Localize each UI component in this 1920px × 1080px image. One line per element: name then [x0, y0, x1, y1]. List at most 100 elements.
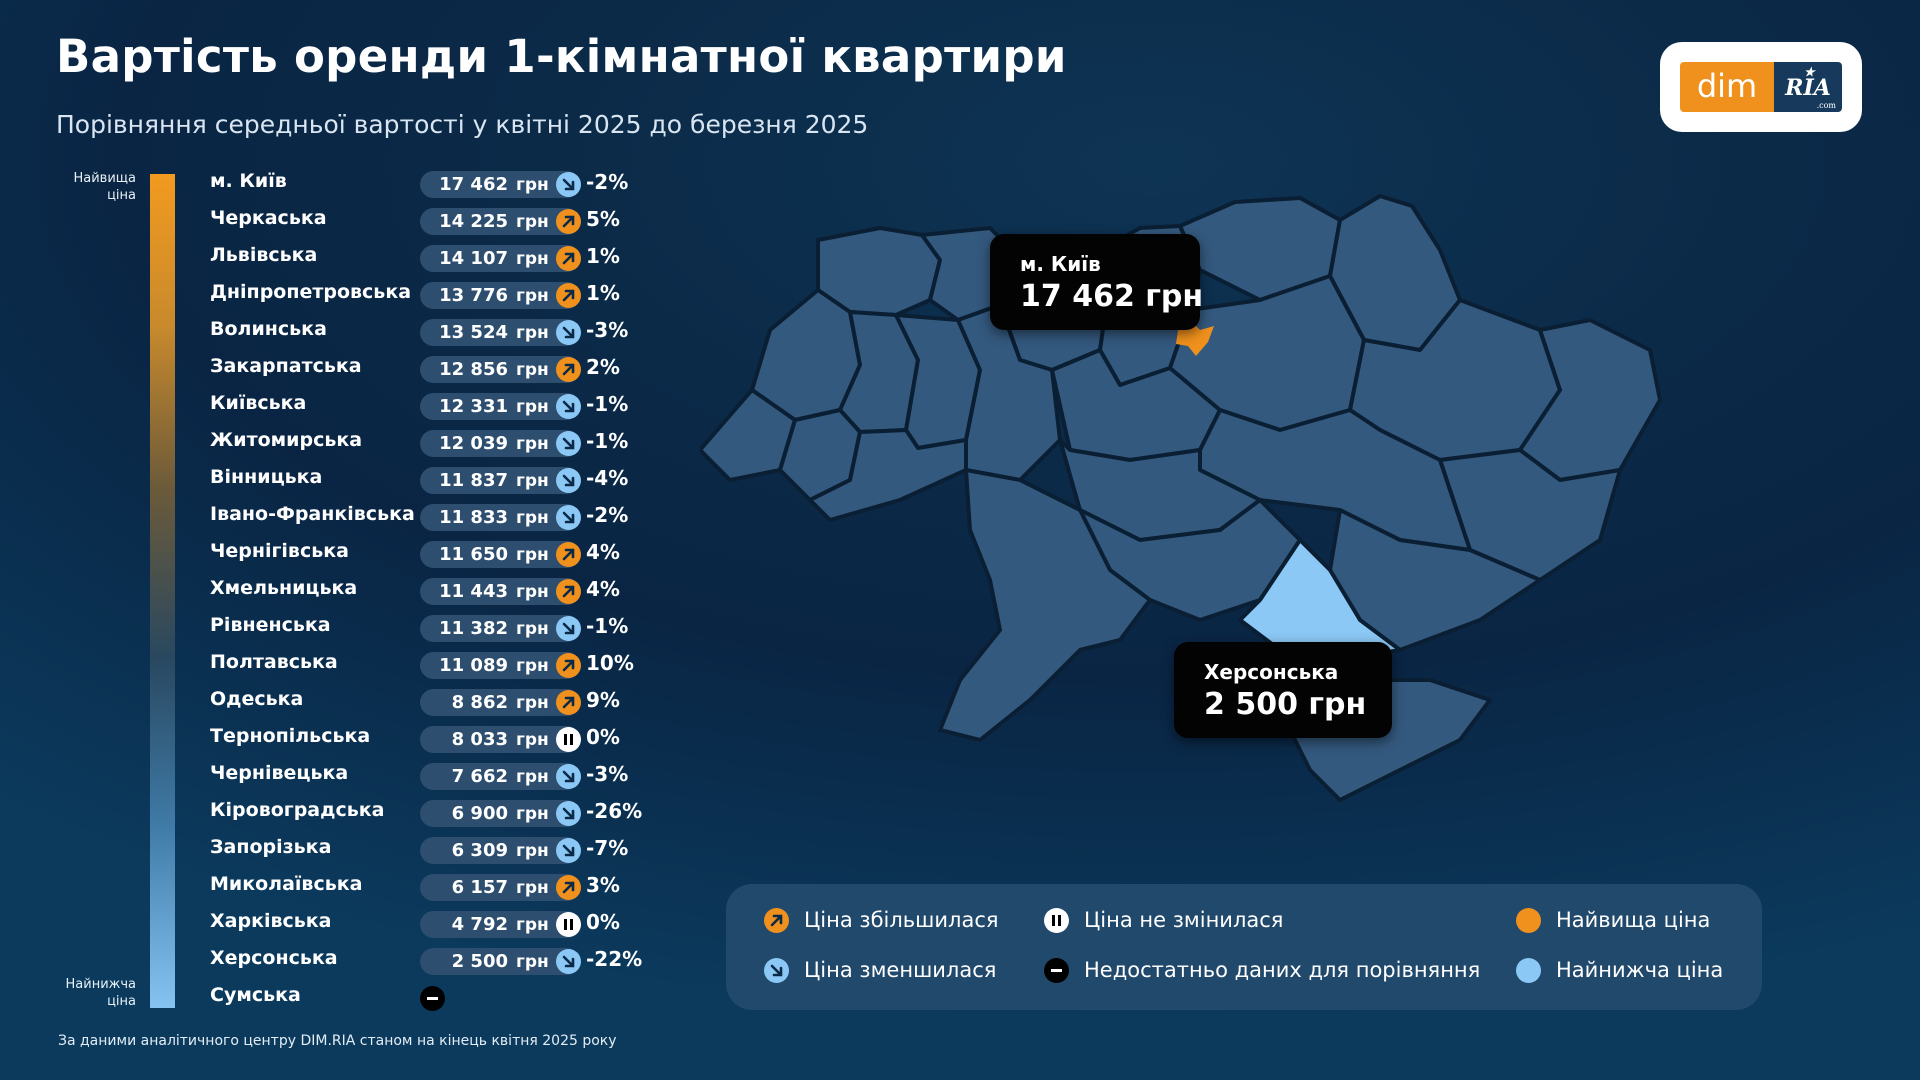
region-name: м. Київ	[210, 170, 287, 192]
table-row: Кіровоградська 6 900 грн -26%	[0, 795, 700, 832]
change-percent: 10%	[586, 651, 634, 675]
table-row: Закарпатська 12 856 грн 2%	[0, 351, 700, 388]
arrow-down-icon	[556, 505, 581, 530]
region-name: Хмельницька	[210, 577, 358, 599]
region-name: Київська	[210, 392, 307, 414]
currency-unit: грн	[516, 286, 549, 306]
price-value: 6 157	[451, 877, 508, 898]
price-value: 13 776	[439, 285, 508, 306]
callout-highest: м. Київ 17 462 грн	[990, 234, 1204, 330]
price-value: 12 856	[439, 359, 508, 380]
price-pill: 11 089 грн	[420, 652, 581, 679]
map-region-kyiv-city	[1176, 322, 1214, 356]
change-percent: -4%	[586, 466, 629, 490]
minus-icon	[1044, 958, 1069, 983]
price-pill: 13 776 грн	[420, 282, 581, 309]
arrow-down-icon	[556, 320, 581, 345]
change-percent: -1%	[586, 392, 629, 416]
currency-unit: грн	[516, 397, 549, 417]
region-name: Херсонська	[210, 947, 338, 969]
currency-unit: грн	[516, 360, 549, 380]
change-percent: -2%	[586, 503, 629, 527]
region-name: Сумська	[210, 984, 301, 1006]
change-percent: 5%	[586, 207, 620, 231]
change-percent: -3%	[586, 318, 629, 342]
table-row: Сумська	[0, 980, 700, 1017]
legend-lowest-label: Найнижча ціна	[1556, 958, 1724, 982]
price-pill: 2 500 грн	[420, 948, 581, 975]
change-percent: -3%	[586, 762, 629, 786]
change-percent: 1%	[586, 244, 620, 268]
currency-unit: грн	[516, 693, 549, 713]
change-percent: 0%	[586, 725, 620, 749]
callout-lowest-value: 2 500 грн	[1204, 687, 1367, 722]
table-row: Дніпропетровська 13 776 грн 1%	[0, 277, 700, 314]
price-pill: 11 837 грн	[420, 467, 581, 494]
price-value: 11 443	[439, 581, 508, 602]
price-value: 14 107	[439, 248, 508, 269]
price-value: 12 039	[439, 433, 508, 454]
region-name: Закарпатська	[210, 355, 362, 377]
currency-unit: грн	[516, 767, 549, 787]
pause-icon	[556, 727, 581, 752]
table-row: Чернігівська 11 650 грн 4%	[0, 536, 700, 573]
page-title: Вартість оренди 1-кімнатної квартири	[56, 30, 1067, 83]
arrow-down-icon	[556, 394, 581, 419]
callout-lowest-name: Херсонська	[1204, 660, 1339, 684]
region-name: Одеська	[210, 688, 304, 710]
legend-nodata-label: Недостатньо даних для порівняння	[1084, 958, 1481, 982]
table-row: м. Київ 17 462 грн -2%	[0, 166, 700, 203]
currency-unit: грн	[516, 878, 549, 898]
region-name: Вінницька	[210, 466, 323, 488]
region-name: Харківська	[210, 910, 332, 932]
price-pill: 6 309 грн	[420, 837, 581, 864]
dim-ria-logo[interactable]: dim ★ RIA .com	[1660, 42, 1862, 132]
arrow-down-icon	[556, 431, 581, 456]
currency-unit: грн	[516, 323, 549, 343]
star-icon: ★	[1804, 65, 1815, 79]
arrow-up-icon	[764, 908, 789, 933]
callout-highest-name: м. Київ	[1020, 252, 1101, 276]
table-row: Івано-Франківська 11 833 грн -2%	[0, 499, 700, 536]
map-region-odeska	[938, 468, 1152, 742]
region-name: Волинська	[210, 318, 327, 340]
region-name: Чернігівська	[210, 540, 349, 562]
price-value: 2 500	[451, 951, 508, 972]
minus-icon	[420, 986, 445, 1011]
price-pill: 11 382 грн	[420, 615, 581, 642]
change-percent: 4%	[586, 577, 620, 601]
price-value: 11 382	[439, 618, 508, 639]
logo-suffix: .com	[1816, 101, 1836, 110]
table-row: Херсонська 2 500 грн -22%	[0, 943, 700, 980]
callout-highest-value: 17 462 грн	[1020, 279, 1204, 314]
price-value: 8 862	[451, 692, 508, 713]
currency-unit: грн	[516, 841, 549, 861]
table-row: Одеська 8 862 грн 9%	[0, 684, 700, 721]
currency-unit: грн	[516, 249, 549, 269]
change-percent: -26%	[586, 799, 643, 823]
arrow-down-icon	[556, 801, 581, 826]
price-value: 17 462	[439, 174, 508, 195]
price-pill: 13 524 грн	[420, 319, 581, 346]
price-pill: 6 900 грн	[420, 800, 581, 827]
change-percent: -7%	[586, 836, 629, 860]
arrow-down-icon	[556, 172, 581, 197]
arrow-up-icon	[556, 246, 581, 271]
region-name: Кіровоградська	[210, 799, 385, 821]
dot-orange-icon	[1516, 908, 1541, 933]
region-name: Рівненська	[210, 614, 331, 636]
arrow-down-icon	[764, 958, 789, 983]
region-name: Черкаська	[210, 207, 327, 229]
currency-unit: грн	[516, 656, 549, 676]
pause-icon	[1044, 908, 1069, 933]
price-value: 14 225	[439, 211, 508, 232]
arrow-up-icon	[556, 283, 581, 308]
price-value: 12 331	[439, 396, 508, 417]
scale-bottom-label: Найнижча ціна	[65, 977, 137, 1009]
price-pill: 7 662 грн	[420, 763, 581, 790]
price-pill: 4 792 грн	[420, 911, 581, 938]
arrow-down-icon	[556, 949, 581, 974]
table-row: Житомирська 12 039 грн -1%	[0, 425, 700, 462]
change-percent: -22%	[586, 947, 643, 971]
map-region-chernivetska	[808, 428, 968, 522]
